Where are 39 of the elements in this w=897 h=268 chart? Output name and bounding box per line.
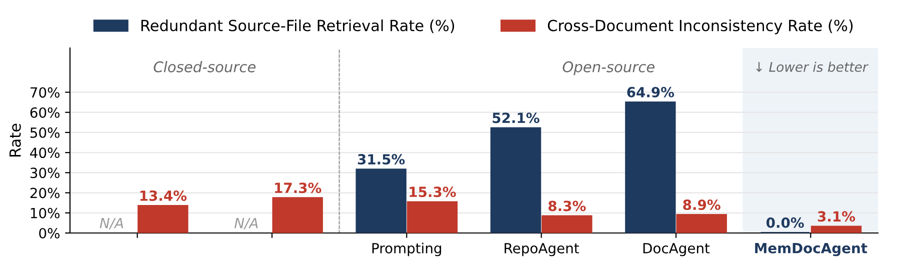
y-tick-label: 60% bbox=[30, 107, 60, 118]
data-label: 0.0% bbox=[766, 217, 804, 228]
data-label: 3.1% bbox=[818, 211, 856, 222]
data-label: 17.3% bbox=[275, 182, 322, 194]
band-label: ↓ Lower is better bbox=[756, 62, 869, 72]
y-tick-label: 0% bbox=[39, 228, 60, 238]
y-tick-label: 50% bbox=[30, 127, 60, 138]
bar bbox=[676, 214, 727, 233]
bar bbox=[406, 201, 458, 233]
y-tick-label: 70% bbox=[30, 87, 60, 98]
y-tick-label: 40% bbox=[30, 148, 60, 158]
bar bbox=[810, 226, 862, 233]
bar bbox=[490, 127, 542, 233]
data-label: 13.4% bbox=[140, 190, 187, 201]
annotation: Open-source bbox=[562, 61, 654, 76]
legend-label: Cross-Document Inconsistency Rate (%) bbox=[548, 19, 853, 34]
data-label: 15.3% bbox=[410, 186, 456, 198]
bar bbox=[542, 215, 592, 233]
y-axis-title: Rate bbox=[10, 124, 21, 157]
data-label: 31.5% bbox=[358, 154, 405, 165]
x-tick-label: MemDocAgent bbox=[755, 243, 868, 256]
y-tick-label: 20% bbox=[30, 188, 60, 198]
x-tick-label: Prompting bbox=[372, 242, 442, 256]
x-tick-label: RepoAgent bbox=[504, 243, 579, 256]
bar bbox=[272, 197, 323, 233]
text: N/A bbox=[234, 218, 258, 230]
text: N/A bbox=[100, 218, 124, 230]
data-label: 52.1% bbox=[492, 112, 540, 124]
annotation: Closed-source bbox=[154, 61, 256, 72]
y-tick-label: 30% bbox=[30, 168, 60, 178]
legend-label: Redundant Source-File Retrieval Rate (%) bbox=[141, 19, 454, 34]
bar bbox=[356, 168, 406, 233]
y-tick-label: 10% bbox=[30, 208, 60, 218]
bar bbox=[138, 205, 188, 233]
x-tick-label: DocAgent bbox=[643, 243, 710, 256]
bar bbox=[625, 101, 676, 233]
data-label: 64.9% bbox=[627, 86, 674, 98]
data-label: 8.9% bbox=[683, 199, 720, 210]
data-label: 8.3% bbox=[548, 200, 586, 212]
